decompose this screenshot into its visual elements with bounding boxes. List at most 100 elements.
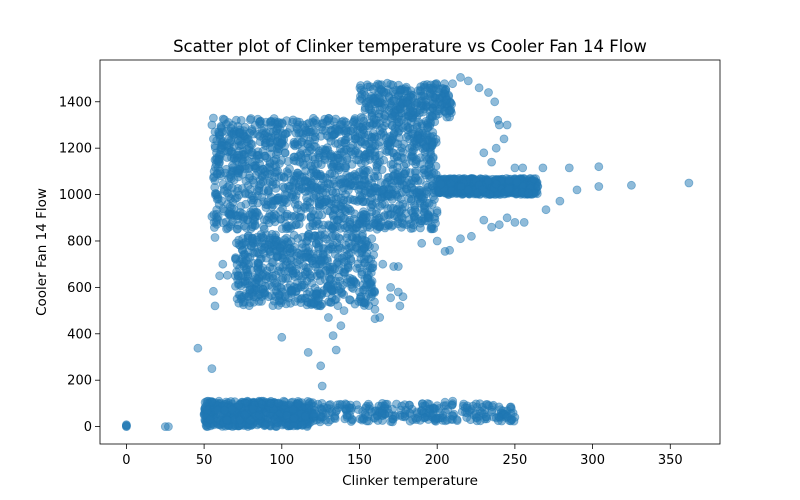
data-point	[487, 157, 497, 167]
data-point	[283, 221, 293, 231]
y-tick-label: 400	[67, 327, 92, 342]
data-point	[427, 141, 437, 150]
data-point	[222, 415, 232, 425]
data-point	[328, 280, 338, 290]
data-point	[402, 97, 412, 107]
data-point	[250, 160, 260, 170]
data-point	[210, 301, 220, 311]
x-tick-label: 250	[502, 453, 527, 468]
data-point	[456, 73, 465, 82]
data-point	[360, 297, 370, 307]
data-point	[270, 292, 280, 301]
data-point	[375, 313, 385, 322]
data-point	[430, 415, 440, 424]
data-point	[475, 399, 485, 409]
data-point	[359, 254, 369, 264]
data-point	[264, 185, 273, 195]
data-point	[431, 90, 441, 100]
data-point	[328, 210, 338, 220]
data-point	[370, 242, 380, 252]
data-point	[249, 242, 259, 252]
data-point	[594, 162, 604, 172]
y-tick-label: 600	[67, 281, 92, 296]
data-point	[276, 138, 286, 148]
data-point	[356, 81, 366, 90]
data-point	[421, 152, 431, 162]
data-point	[383, 190, 393, 199]
x-tick-label: 100	[269, 453, 294, 468]
data-point	[367, 110, 377, 120]
x-tick-label: 0	[122, 453, 130, 468]
data-point	[346, 242, 356, 251]
data-point	[223, 223, 233, 233]
data-point	[235, 128, 245, 138]
data-point	[237, 184, 247, 193]
data-point	[292, 251, 302, 261]
data-point	[290, 152, 299, 162]
data-point	[350, 134, 360, 144]
data-point	[254, 267, 264, 277]
data-point	[193, 343, 203, 353]
y-tick-label: 200	[67, 374, 92, 389]
data-point	[274, 398, 284, 408]
data-point	[510, 163, 520, 173]
data-point	[319, 233, 329, 242]
data-point	[325, 169, 335, 179]
data-point	[297, 420, 307, 430]
data-point	[222, 270, 232, 280]
data-point	[321, 126, 331, 136]
data-point	[306, 211, 316, 221]
data-point	[423, 213, 433, 222]
data-point	[337, 204, 347, 214]
data-point	[280, 148, 290, 158]
data-point	[234, 168, 244, 178]
data-point	[235, 290, 245, 300]
data-point	[287, 211, 297, 221]
data-point	[246, 185, 255, 194]
data-point	[255, 131, 264, 141]
data-point	[303, 231, 313, 241]
data-point	[432, 401, 442, 411]
data-point	[389, 129, 399, 139]
data-point	[228, 163, 238, 173]
data-point	[428, 112, 438, 121]
data-point	[328, 244, 338, 254]
data-point	[210, 155, 220, 165]
data-point	[510, 217, 520, 227]
data-point	[238, 215, 248, 224]
chart-title: Scatter plot of Clinker temperature vs C…	[173, 37, 647, 56]
data-point	[278, 273, 288, 283]
data-point	[318, 188, 328, 198]
data-point	[323, 313, 333, 322]
data-point	[359, 209, 369, 219]
data-point	[487, 407, 497, 417]
data-point	[302, 293, 312, 303]
data-point	[282, 411, 291, 420]
data-point	[353, 196, 363, 206]
data-point	[463, 185, 473, 195]
data-point	[362, 416, 372, 426]
data-point	[401, 166, 411, 176]
data-point	[405, 123, 414, 133]
data-point	[351, 233, 361, 243]
data-point	[350, 299, 360, 309]
data-point	[407, 147, 417, 157]
data-point	[333, 125, 342, 134]
data-point	[479, 148, 489, 158]
data-point	[338, 280, 348, 290]
data-point	[122, 420, 131, 430]
data-point	[334, 233, 344, 243]
data-point	[383, 141, 393, 151]
data-point	[309, 409, 319, 419]
data-point	[345, 194, 355, 204]
data-point	[368, 128, 378, 138]
data-point	[280, 292, 290, 302]
data-point	[448, 396, 458, 406]
data-point	[202, 405, 212, 415]
data-point	[378, 259, 388, 269]
data-point	[305, 197, 315, 207]
data-point	[390, 169, 400, 179]
data-point	[348, 274, 358, 284]
data-point	[331, 345, 341, 355]
data-point	[257, 192, 267, 202]
